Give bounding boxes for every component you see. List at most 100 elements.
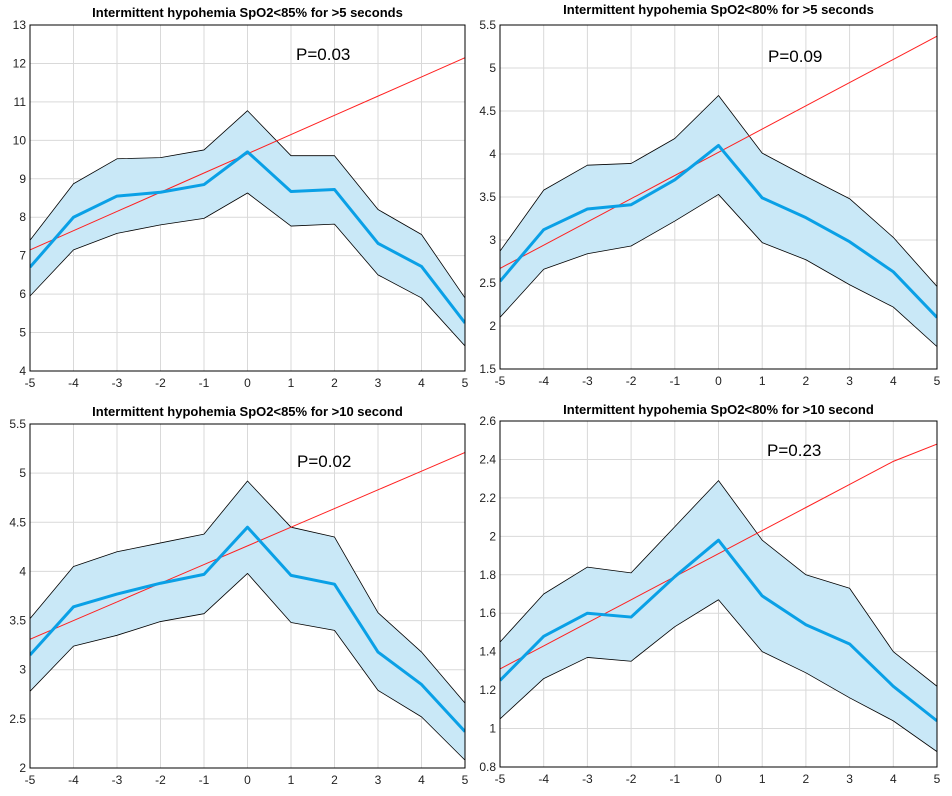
x-tick-label: -3 xyxy=(112,376,123,390)
y-tick-label: 1.6 xyxy=(479,606,496,620)
y-tick-label: 4 xyxy=(489,147,496,161)
x-tick-label: 1 xyxy=(288,376,295,390)
x-tick-label: -4 xyxy=(68,376,79,390)
x-tick-label: -3 xyxy=(582,772,593,786)
x-tick-label: -4 xyxy=(538,772,549,786)
upper-bound-line xyxy=(500,95,937,287)
x-tick-label: -2 xyxy=(155,376,166,390)
y-tick-label: 5.5 xyxy=(9,417,26,431)
x-tick-label: 3 xyxy=(846,374,853,388)
x-tick-label: 5 xyxy=(462,773,469,787)
confidence-band xyxy=(30,110,465,347)
chart-panel-4: -5 -4 -3 -2 -1 0 1 2 3 4 5 0.8 1 1.2 1.4 1.6 1.8 2 2.2 2.4 2… xyxy=(479,402,940,786)
lower-bound-line xyxy=(30,192,465,347)
x-tick-label: 4 xyxy=(418,376,425,390)
x-tick-label: -4 xyxy=(538,374,549,388)
mean-line xyxy=(500,143,937,319)
lower-bound-line xyxy=(500,194,937,347)
y-tick-label: 11 xyxy=(14,95,27,109)
y-tick-label: 2.2 xyxy=(479,491,496,505)
upper-bound-line xyxy=(500,480,937,687)
chart-title: Intermittent hypohemia SpO2<85% for >5 s… xyxy=(92,5,403,20)
y-tick-label: 5 xyxy=(19,326,26,340)
chart-panel-2: -5 -4 -3 -2 -1 0 1 2 3 4 5 1.5 2 2.5 3 3.5 4 4.5 5 5.5 Inter… xyxy=(479,2,940,388)
x-tick-label: 3 xyxy=(846,772,853,786)
mean-line xyxy=(30,150,465,324)
lower-bound-line xyxy=(30,572,465,761)
x-tick-label: -5 xyxy=(25,376,36,390)
x-tick-label: 1 xyxy=(759,772,766,786)
x-tick-label: -2 xyxy=(626,374,637,388)
trend-line xyxy=(30,452,465,640)
y-tick-label: 2.4 xyxy=(479,452,496,466)
x-tick-label: 1 xyxy=(759,374,766,388)
x-tick-label: 5 xyxy=(934,772,941,786)
y-tick-label: 6 xyxy=(19,287,26,301)
y-tick-label: 10 xyxy=(13,133,27,147)
y-tick-label: 1.8 xyxy=(479,568,496,582)
y-tick-label: 0.8 xyxy=(479,760,496,774)
y-tick-label: 1.5 xyxy=(479,362,496,376)
trend-line xyxy=(500,443,937,670)
x-tick-label: 0 xyxy=(715,772,722,786)
y-tick-label: 4.5 xyxy=(9,515,26,529)
p-value-annotation: P=0.03 xyxy=(296,45,350,64)
chart-panel-3: -5 -4 -3 -2 -1 0 1 2 3 4 5 2 2.5 3 3.5 4 4.5 5 5.5 Intermit… xyxy=(9,404,468,787)
x-tick-label: -5 xyxy=(495,772,506,786)
chart-panel-1: -5 -4 -3 -2 -1 0 1 2 3 4 545678910111213Intermitte… xyxy=(13,5,469,390)
x-tick-label: -1 xyxy=(199,773,210,787)
x-tick-label: 2 xyxy=(331,773,338,787)
y-tick-label: 2.5 xyxy=(9,712,26,726)
y-tick-label: 2 xyxy=(489,319,496,333)
y-tick-label: 3 xyxy=(489,233,496,247)
p-value-annotation: P=0.09 xyxy=(768,47,822,66)
confidence-band xyxy=(500,480,937,752)
x-tick-label: -3 xyxy=(582,374,593,388)
x-tick-label: 5 xyxy=(462,376,469,390)
y-tick-label: 7 xyxy=(19,249,26,263)
y-tick-label: 4 xyxy=(19,564,26,578)
x-tick-label: 4 xyxy=(418,773,425,787)
y-tick-label: 13 xyxy=(13,18,27,32)
y-tick-label: 4.5 xyxy=(479,104,496,118)
axes-frame xyxy=(499,420,938,768)
x-tick-label: -5 xyxy=(495,374,506,388)
axes-frame xyxy=(29,24,466,372)
x-tick-label: 5 xyxy=(934,374,941,388)
chart-title: Intermittent hypohemia SpO2<80% for >5 s… xyxy=(563,2,874,17)
x-tick-label: 2 xyxy=(803,374,810,388)
lower-bound-line xyxy=(500,599,937,752)
y-tick-label: 2.5 xyxy=(479,276,496,290)
axes-frame xyxy=(29,423,466,769)
x-tick-label: 2 xyxy=(803,772,810,786)
x-tick-label: 2 xyxy=(331,376,338,390)
x-tick-label: -1 xyxy=(669,374,680,388)
p-value-annotation: P=0.23 xyxy=(767,441,821,460)
x-tick-label: -3 xyxy=(112,773,123,787)
y-tick-label: 5.5 xyxy=(479,18,496,32)
y-tick-label: 12 xyxy=(13,56,27,70)
y-tick-label: 8 xyxy=(19,210,26,224)
trend-line xyxy=(500,35,937,269)
mean-line xyxy=(30,525,465,733)
x-tick-label: 3 xyxy=(375,376,382,390)
x-tick-label: -2 xyxy=(155,773,166,787)
mean-line xyxy=(500,538,937,723)
y-tick-label: 3.5 xyxy=(9,614,26,628)
confidence-band xyxy=(30,481,465,761)
y-tick-label: 2.6 xyxy=(479,414,496,428)
x-tick-label: 3 xyxy=(375,773,382,787)
chart-title: Intermittent hypohemia SpO2<85% for >10 … xyxy=(92,404,403,419)
y-tick-label: 2 xyxy=(19,761,26,775)
x-tick-label: 0 xyxy=(244,773,251,787)
upper-bound-line xyxy=(30,110,465,299)
x-tick-label: -5 xyxy=(25,773,36,787)
x-tick-label: 4 xyxy=(890,772,897,786)
y-tick-label: 2 xyxy=(489,529,496,543)
y-tick-label: 5 xyxy=(489,61,496,75)
x-tick-label: -2 xyxy=(626,772,637,786)
y-tick-label: 3 xyxy=(19,663,26,677)
y-tick-label: 9 xyxy=(19,172,26,186)
x-tick-label: -1 xyxy=(199,376,210,390)
